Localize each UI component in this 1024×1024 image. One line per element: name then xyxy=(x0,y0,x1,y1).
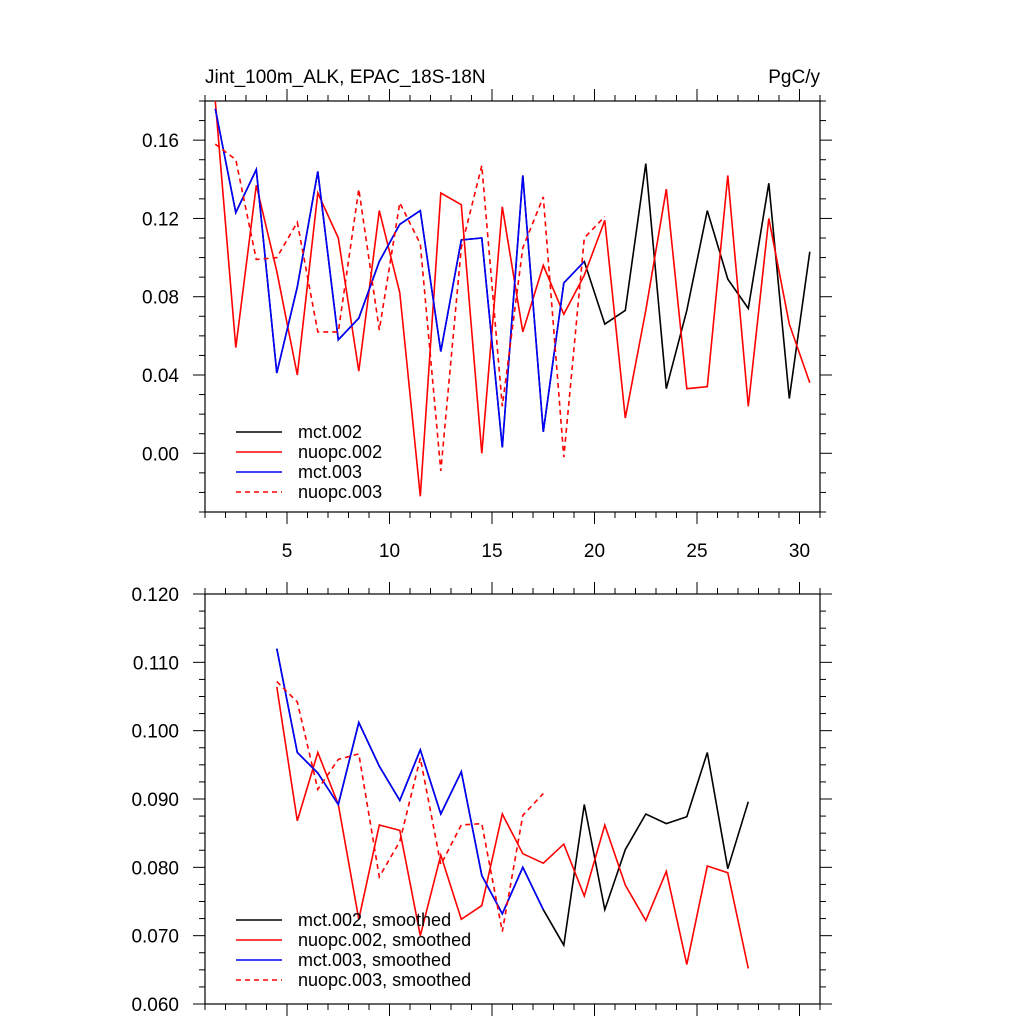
legend-label: nuopc.003, smoothed xyxy=(298,970,471,990)
bottom-chart-panel: 0.060 0.070 0.080 0.090 0.100 0.110 0.120 mct.0… xyxy=(131,582,832,1016)
x-tick-label: 30 xyxy=(789,541,810,562)
series-line-nuopc-002 xyxy=(214,100,811,497)
top-chart-panel: 5 10 15 20 25 30 0.00 0.04 0.08 0.12 0.16 Jint_100m… xyxy=(142,67,832,562)
y-tick-label: 0.110 xyxy=(133,653,179,674)
y-tick-label: 0.04 xyxy=(142,366,179,387)
series-line-nuopc-002-smoothed xyxy=(276,686,750,969)
chart-title: Jint_100m_ALK, EPAC_18S-18N xyxy=(205,67,486,88)
y-tick-label: 0.08 xyxy=(142,288,179,309)
legend-label: nuopc.003 xyxy=(298,482,382,502)
legend-label: mct.002, smoothed xyxy=(298,910,451,930)
series-line-nuopc-003-smoothed xyxy=(276,680,544,932)
x-tick-label: 10 xyxy=(379,541,400,562)
series-line-mct-003 xyxy=(214,108,585,448)
y-tick-label: 0.120 xyxy=(131,585,179,606)
y-tick-label: 0.00 xyxy=(142,444,179,465)
x-tick-label: 25 xyxy=(686,541,707,562)
legend-label: nuopc.002 xyxy=(298,442,382,462)
y-tick-label: 0.16 xyxy=(142,131,179,152)
legend-label: mct.002 xyxy=(298,422,362,442)
x-tick-label: 20 xyxy=(584,541,605,562)
y-tick-label: 0.100 xyxy=(131,722,179,743)
y-tick-label: 0.090 xyxy=(131,790,179,811)
series-line-mct-002 xyxy=(214,108,811,448)
series-line-nuopc-003 xyxy=(214,143,606,471)
legend-label: mct.003 xyxy=(298,462,362,482)
x-tick-label: 5 xyxy=(282,541,293,562)
series-line-mct-002-smoothed xyxy=(276,648,750,948)
y-tick-label: 0.12 xyxy=(142,209,179,230)
x-tick-label: 15 xyxy=(481,541,502,562)
chart-units: PgC/y xyxy=(768,67,820,88)
y-tick-label: 0.060 xyxy=(131,995,179,1016)
y-tick-label: 0.080 xyxy=(131,858,179,879)
legend-label: mct.003, smoothed xyxy=(298,950,451,970)
legend-label: nuopc.002, smoothed xyxy=(298,930,471,950)
series-line-mct-003-smoothed xyxy=(276,648,545,916)
y-tick-label: 0.070 xyxy=(131,927,179,948)
